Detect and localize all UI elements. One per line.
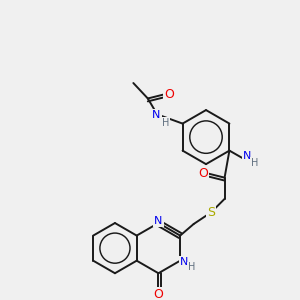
Text: O: O [198, 167, 208, 180]
Text: H: H [161, 118, 169, 128]
Text: N: N [180, 257, 188, 267]
Text: H: H [251, 158, 258, 168]
Text: H: H [188, 262, 195, 272]
Text: N: N [243, 152, 251, 161]
Text: O: O [164, 88, 174, 101]
Text: O: O [154, 288, 164, 300]
Text: N: N [152, 110, 161, 120]
Text: N: N [154, 216, 163, 226]
Text: S: S [207, 206, 215, 219]
